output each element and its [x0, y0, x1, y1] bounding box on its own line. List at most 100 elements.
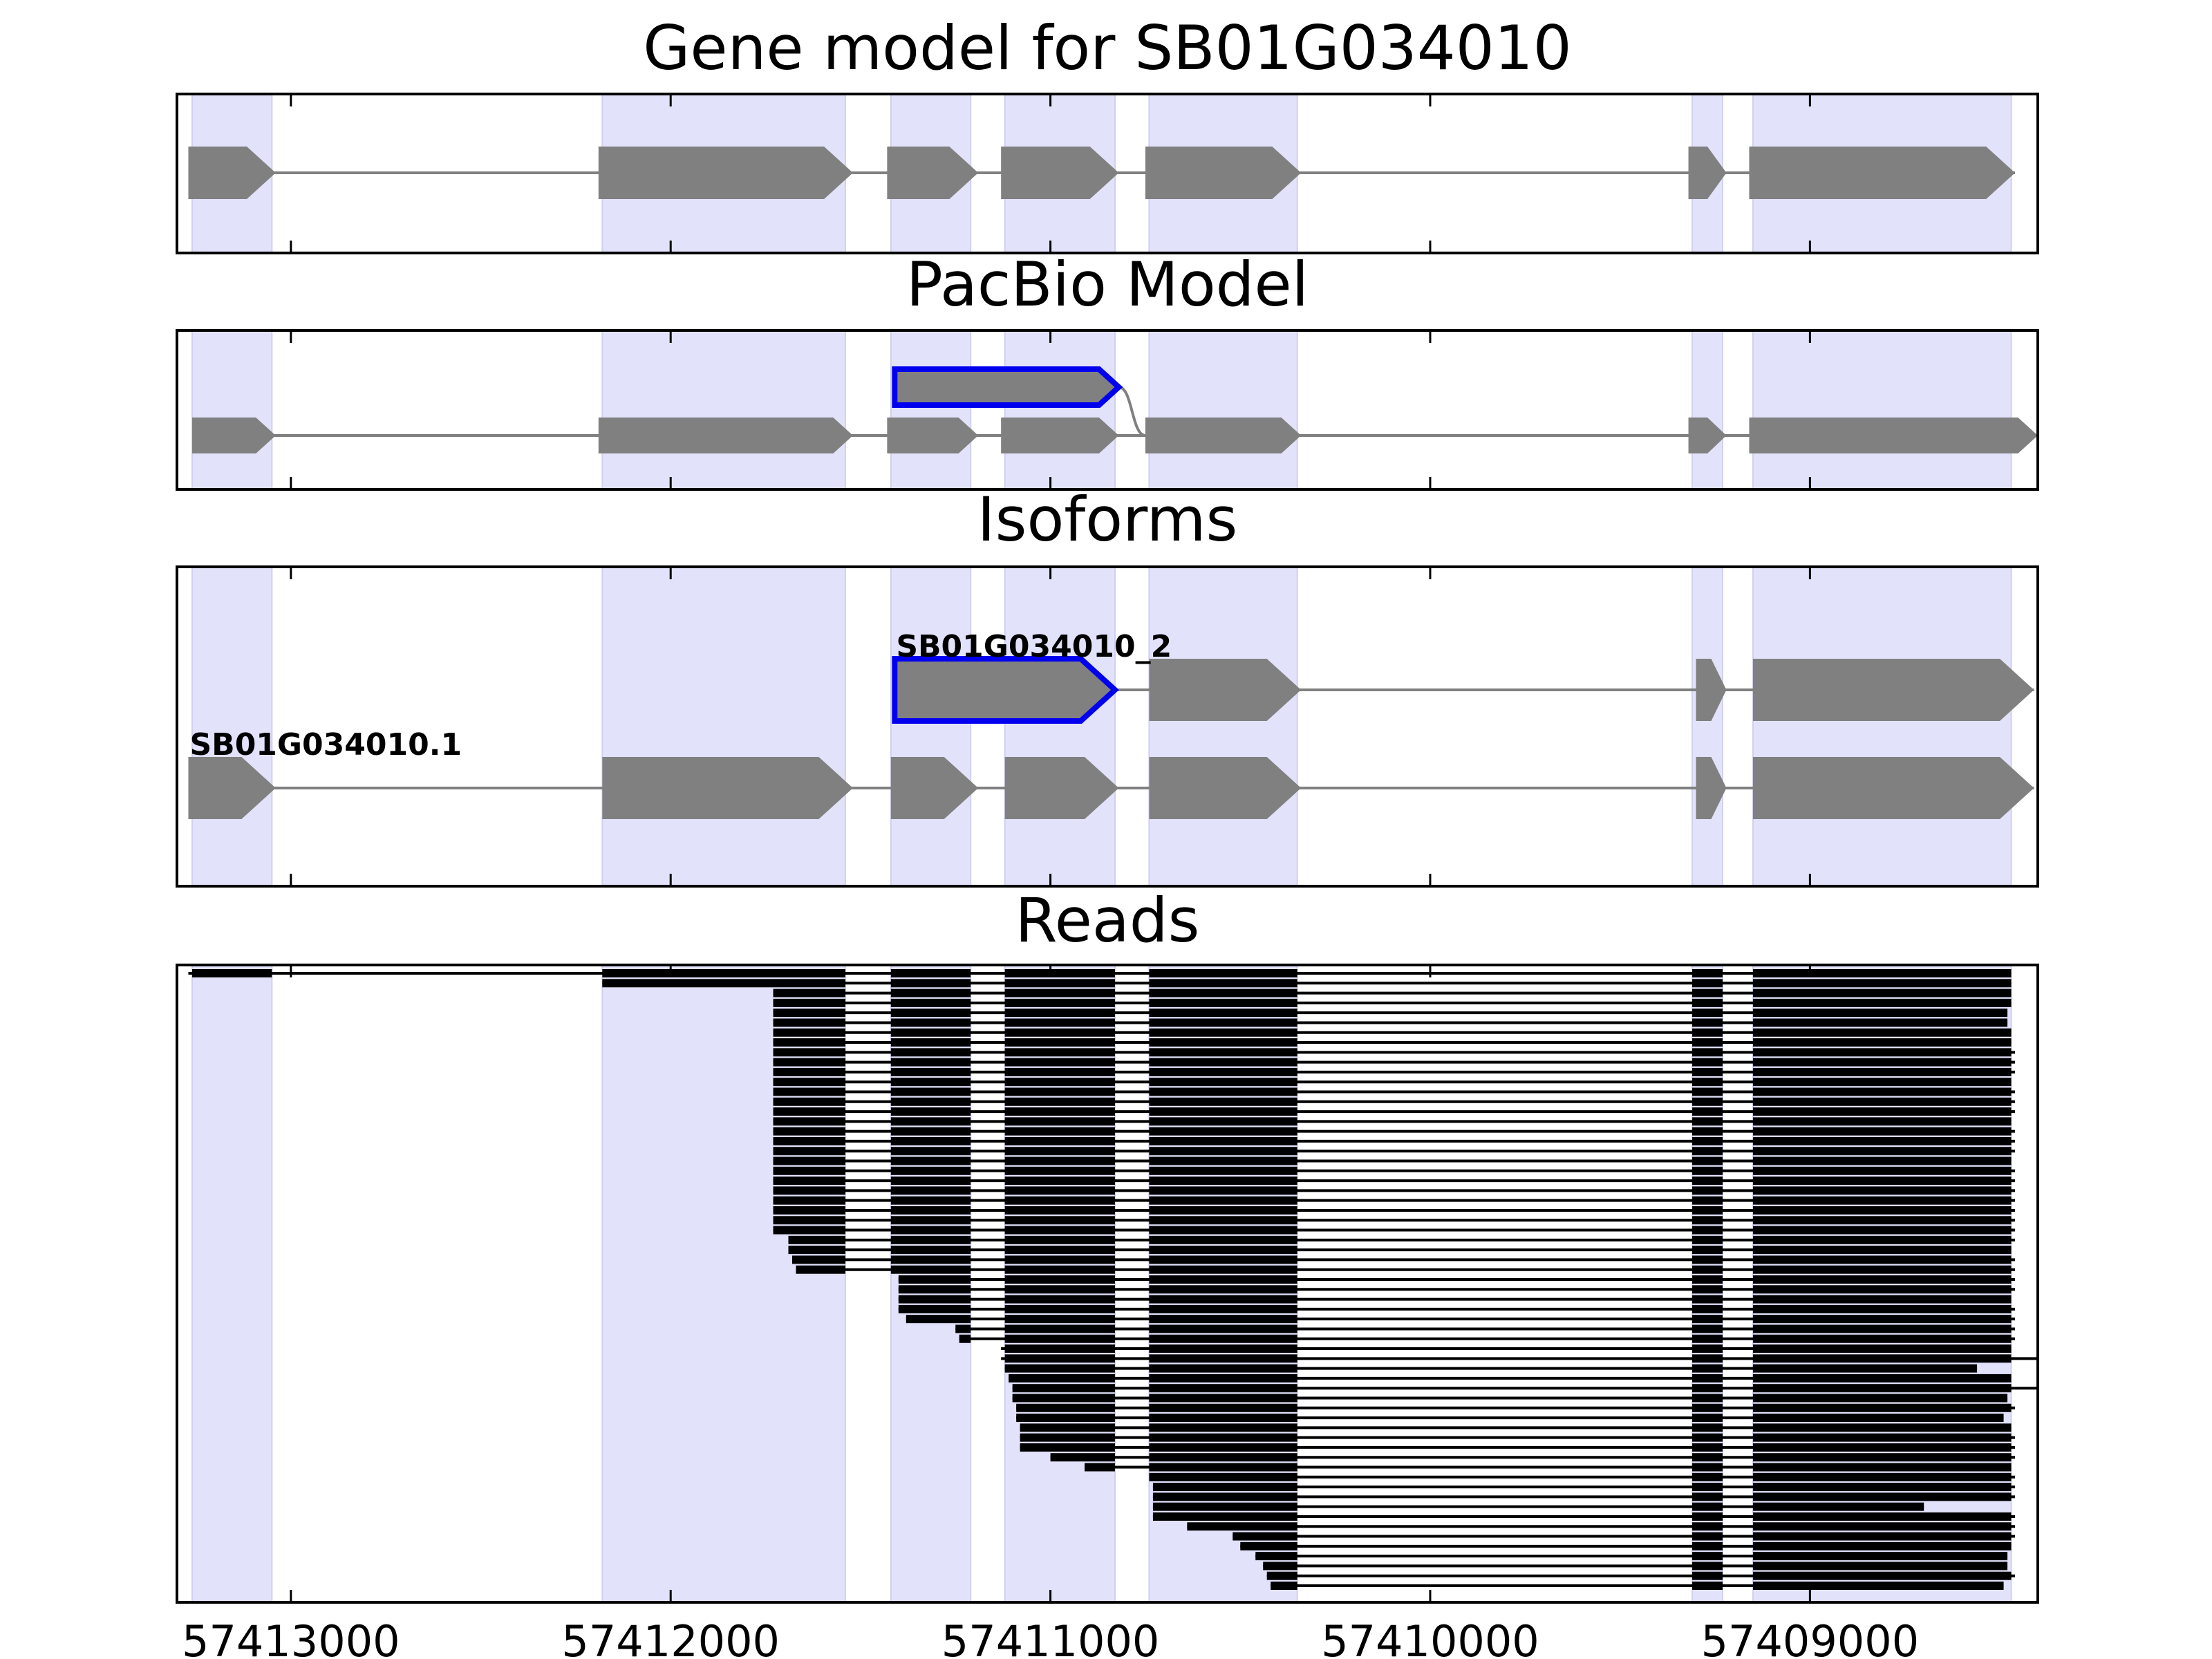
- read-exon: [1752, 1443, 2012, 1452]
- read-exon: [1752, 1265, 2012, 1274]
- read-exon: [1752, 1354, 2012, 1363]
- read-exon: [1692, 979, 1723, 988]
- read-exon: [1149, 1216, 1297, 1225]
- read-exon: [1004, 1156, 1115, 1165]
- read-exon: [1692, 1453, 1723, 1462]
- read-exon: [1149, 1147, 1297, 1156]
- read-exon: [1692, 1403, 1723, 1412]
- read-exon: [1004, 1087, 1115, 1096]
- read-exon: [1149, 1028, 1297, 1037]
- read-exon: [1149, 1374, 1297, 1382]
- read-exon: [1692, 1394, 1723, 1403]
- read-exon: [1752, 1492, 2012, 1501]
- read-exon: [1752, 1127, 2012, 1136]
- panel-title: Reads: [1015, 885, 1200, 956]
- read-exon: [1187, 1522, 1297, 1531]
- read-exon: [1692, 1038, 1723, 1047]
- read-exon: [1692, 1265, 1723, 1274]
- exon-highlight-band: [191, 566, 273, 887]
- read-exon: [1004, 1295, 1115, 1304]
- read-exon: [773, 1156, 845, 1165]
- read-exon: [1752, 1216, 2012, 1225]
- read-exon: [1149, 998, 1297, 1007]
- read-exon: [1149, 1078, 1297, 1087]
- isoform-track: SB01G034010_2: [892, 629, 2034, 724]
- read-exon: [1149, 1186, 1297, 1195]
- read-exon: [1692, 1275, 1723, 1284]
- read-exon: [1692, 1384, 1723, 1393]
- read-exon: [890, 1246, 971, 1255]
- read-exon: [1004, 1166, 1115, 1175]
- read-exon: [1149, 1038, 1297, 1047]
- exon: [188, 757, 276, 819]
- x-tick-label: 57413000: [182, 1616, 400, 1659]
- x-tick-label: 57410000: [1321, 1616, 1539, 1659]
- read-exon: [788, 1235, 845, 1244]
- read-exon: [890, 1147, 971, 1156]
- read-exon: [890, 1216, 971, 1225]
- read-exon: [1752, 1067, 2012, 1076]
- read-exon: [1692, 1107, 1723, 1116]
- read-exon: [1692, 1235, 1723, 1244]
- read-exon: [1004, 1255, 1115, 1264]
- read-exon: [773, 1087, 845, 1096]
- read-exon: [1004, 1315, 1115, 1324]
- read-exon: [773, 1206, 845, 1215]
- read-exon: [773, 1078, 845, 1087]
- panel-2: PacBio Model: [176, 249, 2039, 491]
- exon-highlight-band: [1691, 330, 1724, 490]
- panel-1: Gene model for SB01G034010: [176, 12, 2039, 254]
- x-tick-label: 57412000: [561, 1616, 780, 1659]
- read-exon: [1149, 979, 1297, 988]
- read-exon: [773, 1107, 845, 1116]
- read-exon: [1752, 1334, 2012, 1343]
- read-exon: [1149, 1235, 1297, 1244]
- read-exon: [1149, 1394, 1297, 1403]
- read-exon: [1149, 1384, 1297, 1393]
- read-exon: [1692, 1186, 1723, 1195]
- read-exon: [1692, 1304, 1723, 1313]
- exon: [1145, 147, 1302, 199]
- read-exon: [773, 1196, 845, 1205]
- read-exon: [1692, 1147, 1723, 1156]
- read-exon: [890, 1177, 971, 1185]
- read-exon: [1692, 1246, 1723, 1255]
- read-exon: [898, 1295, 971, 1304]
- exon: [1752, 659, 2034, 721]
- isoform-track: SB01G034010.1: [188, 727, 2034, 819]
- read-exon: [959, 1334, 971, 1343]
- read-exon: [1004, 1127, 1115, 1136]
- read-exon: [1692, 1206, 1723, 1215]
- read-exon: [1149, 1275, 1297, 1284]
- read-exon: [1004, 1058, 1115, 1067]
- read-exon: [773, 1186, 845, 1195]
- exon: [887, 418, 979, 453]
- read-exon: [890, 1226, 971, 1235]
- read-exon: [1149, 1087, 1297, 1096]
- read-exon: [1016, 1403, 1115, 1412]
- read-exon: [1752, 1087, 2012, 1096]
- exon-highlight-band: [191, 330, 273, 490]
- read-exon: [1149, 1067, 1297, 1076]
- read-exon: [1752, 1304, 2012, 1313]
- read-exon: [773, 1117, 845, 1126]
- read-exon: [773, 1166, 845, 1175]
- read-exon: [1149, 1018, 1297, 1027]
- read-exon: [1149, 1453, 1297, 1462]
- read-exon: [1692, 1472, 1723, 1481]
- read-exon: [1004, 1136, 1115, 1145]
- read-exon: [1752, 1226, 2012, 1235]
- read-exon: [602, 979, 845, 988]
- read-exon: [602, 969, 845, 977]
- read-exon: [773, 1028, 845, 1037]
- read-exon: [773, 1097, 845, 1106]
- exon: [188, 147, 276, 199]
- read-exon: [1149, 1117, 1297, 1126]
- read-exon: [773, 988, 845, 997]
- read-exon: [1692, 1226, 1723, 1235]
- read-exon: [1263, 1562, 1297, 1571]
- read-exon: [1692, 1483, 1723, 1492]
- read-exon: [890, 1018, 971, 1027]
- x-tick-label: 57411000: [941, 1616, 1160, 1659]
- read-exon: [1149, 1107, 1297, 1116]
